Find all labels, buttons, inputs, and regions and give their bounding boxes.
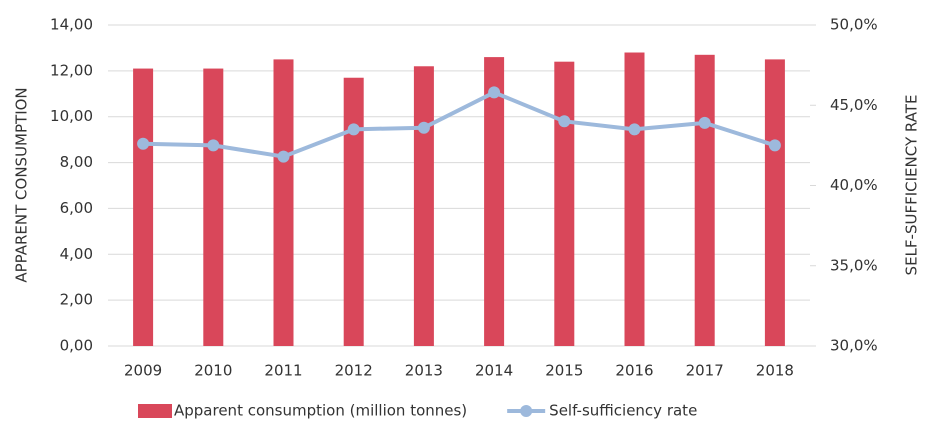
x-tick-label: 2015 (545, 362, 583, 380)
legend-swatch (520, 405, 533, 417)
bar (273, 59, 294, 347)
bar (413, 66, 434, 347)
y2-tick-label: 45,0% (830, 96, 878, 114)
y-tick-label: 14,00 (50, 16, 93, 34)
bar (624, 52, 645, 347)
y-tick-label: 12,00 (50, 61, 93, 79)
bar (203, 68, 224, 347)
x-tick-label: 2011 (264, 362, 302, 380)
y2-tick-label: 50,0% (830, 16, 878, 34)
y2-tick-label: 35,0% (830, 256, 878, 274)
line-point (207, 139, 220, 152)
x-tick-label: 2016 (615, 362, 653, 380)
line-point (628, 123, 641, 136)
line-point (768, 139, 781, 152)
line-point (698, 116, 711, 129)
y2-axis-title: SELF-SUFFICIENCY RATE (903, 95, 921, 276)
line-point (347, 123, 360, 136)
y2-tick-label: 40,0% (830, 176, 878, 194)
x-tick-label: 2012 (335, 362, 373, 380)
bar (694, 54, 715, 347)
line-point (417, 121, 430, 134)
line-point (488, 86, 501, 99)
legend-label: Self-sufficiency rate (549, 402, 697, 420)
line (143, 90, 776, 159)
legend-swatch (138, 404, 172, 418)
y-tick-label: 4,00 (60, 245, 93, 263)
y-tick-label: 6,00 (60, 199, 93, 217)
bar (133, 68, 154, 347)
x-tick-label: 2017 (686, 362, 724, 380)
y2-tick-label: 30,0% (830, 337, 878, 355)
line-point (277, 150, 290, 163)
legend-label: Apparent consumption (million tonnes) (174, 402, 467, 420)
line-point (137, 137, 150, 150)
bar (554, 61, 575, 346)
x-tick-label: 2013 (405, 362, 443, 380)
bar (764, 59, 785, 347)
x-tick-label: 2009 (124, 362, 162, 380)
x-tick-label: 2010 (194, 362, 232, 380)
bar (484, 57, 505, 346)
x-tick-label: 2018 (756, 362, 794, 380)
y-axis-title: APPARENT CONSUMPTION (13, 87, 31, 282)
x-tick-label: 2014 (475, 362, 513, 380)
bar (343, 77, 364, 346)
line-point (558, 115, 571, 128)
y-tick-label: 8,00 (60, 153, 93, 171)
y-tick-label: 10,00 (50, 107, 93, 125)
y-tick-label: 0,00 (60, 337, 93, 355)
y-tick-label: 2,00 (60, 291, 93, 309)
